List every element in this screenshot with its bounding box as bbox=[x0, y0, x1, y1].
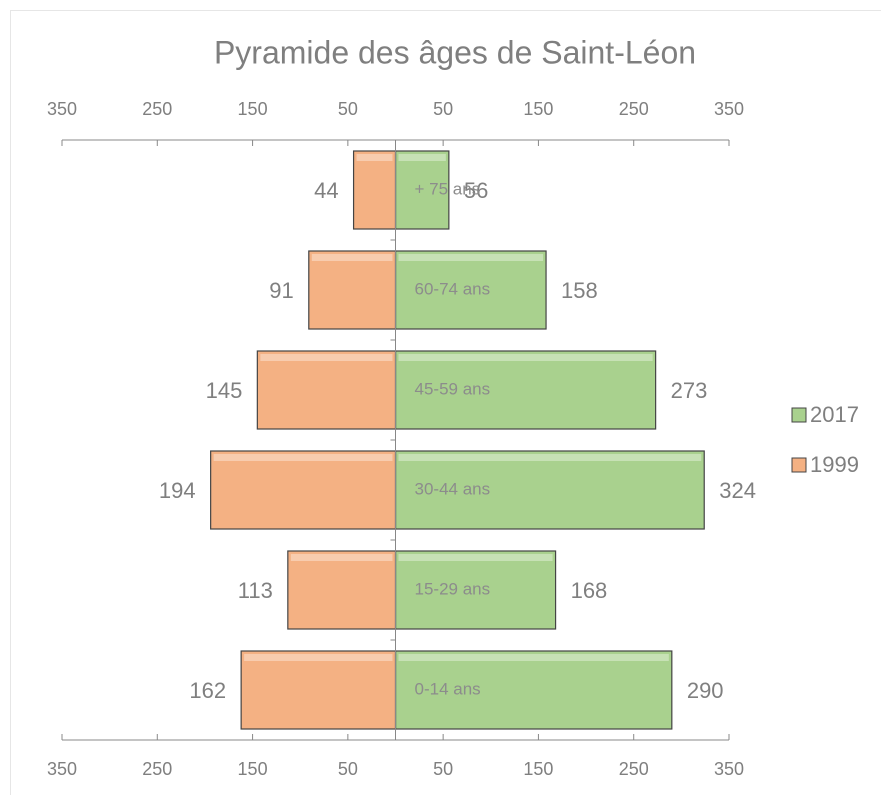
bar bbox=[394, 150, 450, 230]
category-label: 0-14 ans bbox=[415, 679, 481, 698]
category-label: 60-74 ans bbox=[415, 279, 491, 298]
x-tick-label: 50 bbox=[433, 99, 453, 119]
data-label: 158 bbox=[561, 278, 598, 303]
legend-swatch bbox=[791, 457, 807, 473]
data-label: 91 bbox=[269, 278, 293, 303]
data-label: 273 bbox=[671, 378, 708, 403]
bar-bevel bbox=[398, 354, 653, 361]
x-tick-label: 250 bbox=[619, 99, 649, 119]
x-tick-label: 350 bbox=[47, 759, 77, 779]
x-tick-label: 150 bbox=[523, 759, 553, 779]
x-tick-label: 250 bbox=[142, 759, 172, 779]
bar bbox=[210, 450, 397, 530]
bar bbox=[308, 250, 397, 330]
data-label: 194 bbox=[159, 478, 196, 503]
bar bbox=[394, 250, 547, 330]
bar bbox=[394, 350, 657, 430]
x-tick-label: 150 bbox=[238, 759, 268, 779]
x-tick-label: 250 bbox=[619, 759, 649, 779]
bar-bevel bbox=[244, 654, 393, 661]
data-label: 290 bbox=[687, 678, 724, 703]
category-label: 45-59 ans bbox=[415, 379, 491, 398]
bar-bevel bbox=[398, 254, 544, 261]
data-label: 168 bbox=[571, 578, 608, 603]
x-tick-label: 250 bbox=[142, 99, 172, 119]
bar-bevel bbox=[311, 254, 393, 261]
bar bbox=[394, 550, 557, 630]
bar-bevel bbox=[260, 354, 393, 361]
bar-bevel bbox=[398, 554, 553, 561]
legend-swatch bbox=[791, 407, 807, 423]
x-tick-label: 50 bbox=[338, 759, 358, 779]
bar-bevel bbox=[356, 154, 393, 161]
data-label: 324 bbox=[719, 478, 756, 503]
bar-bevel bbox=[398, 154, 446, 161]
chart-frame bbox=[10, 10, 881, 795]
x-tick-label: 50 bbox=[338, 99, 358, 119]
x-tick-label: 350 bbox=[714, 99, 744, 119]
legend-label: 2017 bbox=[810, 402, 859, 427]
bar-bevel bbox=[398, 454, 702, 461]
category-label: 15-29 ans bbox=[415, 579, 491, 598]
legend-label: 1999 bbox=[810, 452, 859, 477]
category-label: + 75 ans bbox=[415, 179, 481, 198]
data-label: 162 bbox=[189, 678, 226, 703]
x-tick-label: 50 bbox=[433, 759, 453, 779]
bar-bevel bbox=[398, 654, 669, 661]
chart-title: Pyramide des âges de Saint-Léon bbox=[214, 34, 696, 70]
x-tick-label: 150 bbox=[523, 99, 553, 119]
x-tick-label: 150 bbox=[238, 99, 268, 119]
bar-bevel bbox=[290, 554, 393, 561]
bar bbox=[352, 150, 397, 230]
data-label: 145 bbox=[206, 378, 243, 403]
data-label: 56 bbox=[464, 178, 488, 203]
bar bbox=[240, 650, 397, 730]
data-label: 113 bbox=[238, 578, 273, 603]
x-tick-label: 350 bbox=[714, 759, 744, 779]
bar bbox=[287, 550, 397, 630]
data-label: 44 bbox=[314, 178, 338, 203]
bar bbox=[256, 350, 397, 430]
x-tick-label: 350 bbox=[47, 99, 77, 119]
category-label: 30-44 ans bbox=[415, 479, 491, 498]
bar-bevel bbox=[213, 454, 393, 461]
